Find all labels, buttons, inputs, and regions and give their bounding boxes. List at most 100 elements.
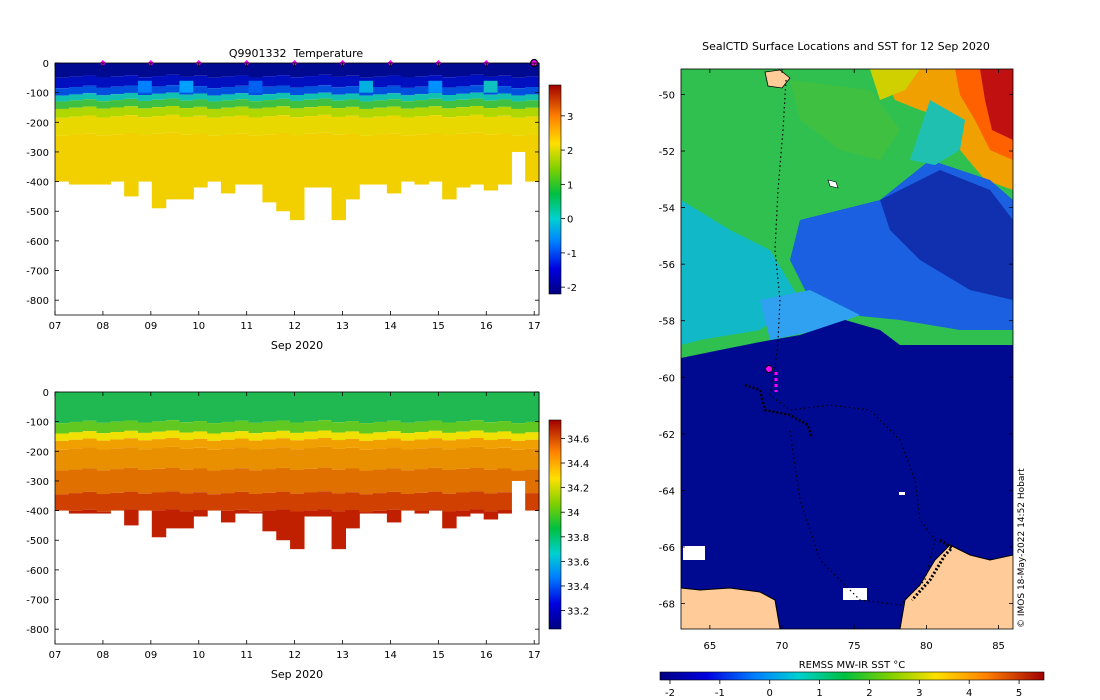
profile-cell [193,133,208,188]
lat-tick-label: -52 [659,147,675,158]
profile-cell [179,134,194,200]
profile-cell [386,133,402,194]
profile-cell [262,116,277,135]
profile-cell [428,63,443,76]
profile-cell [469,63,485,75]
profile-cell [345,115,360,134]
colorbar-tick-label: 34.6 [567,434,589,445]
profile-cell [331,108,346,117]
profile-cell [483,134,499,191]
profile-cell [220,439,236,449]
profile-cell [193,392,208,422]
x-tick-label: 14 [384,650,397,661]
profile-cell [483,80,498,93]
profile-cell [331,448,346,470]
profile-cell [248,117,264,136]
profile-cell [400,101,416,109]
profile-cell [276,92,291,99]
profile-cell [248,433,264,441]
profile-cell [511,135,526,152]
profile-cell [193,438,208,448]
sst-colorbar-tick-label: 5 [1016,688,1022,699]
profile-cell [124,106,139,116]
profile-cell [331,511,346,550]
profile-cell [207,95,222,102]
profile-cell [82,431,98,439]
profile-cell [276,98,291,107]
profile-cell [469,430,485,438]
profile-cell [373,469,388,494]
profile-cell [414,86,429,95]
profile-cell [207,63,222,78]
profile-cell [317,92,333,99]
profile-cell [400,135,416,182]
profile-cell [331,87,346,95]
colorbar-tick-label: 1 [567,180,573,191]
profile-cell [124,491,139,510]
profile-cell [110,100,125,108]
profile-cell [262,134,277,203]
colorbar-tick-label: -2 [567,283,577,294]
profile-cell [68,432,84,440]
profile-cell [55,101,70,109]
profile-cell [497,509,512,514]
profile-cell [276,420,291,431]
profile-cell [428,447,443,468]
salinity-x-label: Sep 2020 [271,668,323,681]
profile-cell [373,493,388,511]
profile-cell [234,509,250,514]
profile-cell [165,437,181,447]
profile-cell [276,75,291,86]
sst-colorbar-tick-label: 1 [816,688,822,699]
profile-cell [290,77,305,88]
x-tick-label: 10 [192,321,205,332]
lon-tick-label: 75 [848,641,861,652]
profile-cell [497,106,512,116]
profile-cell [359,470,374,495]
profile-cell [165,392,181,421]
salinity-colorbar-ticks: 33.2 33.4 33.6 33.8 34 34.2 34.4 34.6 [561,434,589,618]
profile-cell [165,491,181,510]
profile-cell [55,63,70,78]
colorbar-tick-label: 0 [567,215,573,226]
profile-cell [373,63,388,77]
profile-cell [414,432,429,440]
salinity-section: 0 -100 -200 -300 -400 -500 -600 -700 -800 07 08 09… [26,388,589,681]
profile-cell [234,75,250,86]
profile-cell [276,85,291,93]
profile-cell [456,107,471,117]
profile-cell [248,449,264,471]
profile-cell [303,448,319,469]
profile-cell [137,80,152,93]
profile-cell [428,115,443,133]
profile-cell [359,135,374,185]
profile-cell [359,449,374,471]
profile-cell [234,431,250,439]
profile-cell [511,423,526,434]
profile-cell [276,392,291,421]
profile-cell [345,133,360,200]
x-tick-label: 15 [432,650,445,661]
profile-cell [456,93,471,100]
lat-tick-label: -66 [659,543,675,554]
temperature-section: Q9901332 Temperature 0 -100 -200 -300 -400 -5… [26,47,577,352]
profile-cell [303,421,319,432]
profile-cell [262,94,277,101]
x-tick-label: 12 [288,321,301,332]
temperature-title: Q9901332 Temperature [229,47,364,60]
profile-cell [386,392,402,421]
profile-cell [110,94,125,101]
profile-cell [483,100,499,109]
profile-cell [68,421,84,433]
profile-cell [234,491,250,510]
profile-cell [220,469,236,494]
profile-cell [373,432,388,440]
profile-cell [456,448,471,469]
profile-cell [96,77,111,88]
profile-cell [124,85,139,93]
profile-cell [469,420,485,431]
profile-cell [193,99,208,107]
profile-cell [373,87,388,95]
profile-cell [276,447,291,468]
profile-cell [483,440,499,449]
